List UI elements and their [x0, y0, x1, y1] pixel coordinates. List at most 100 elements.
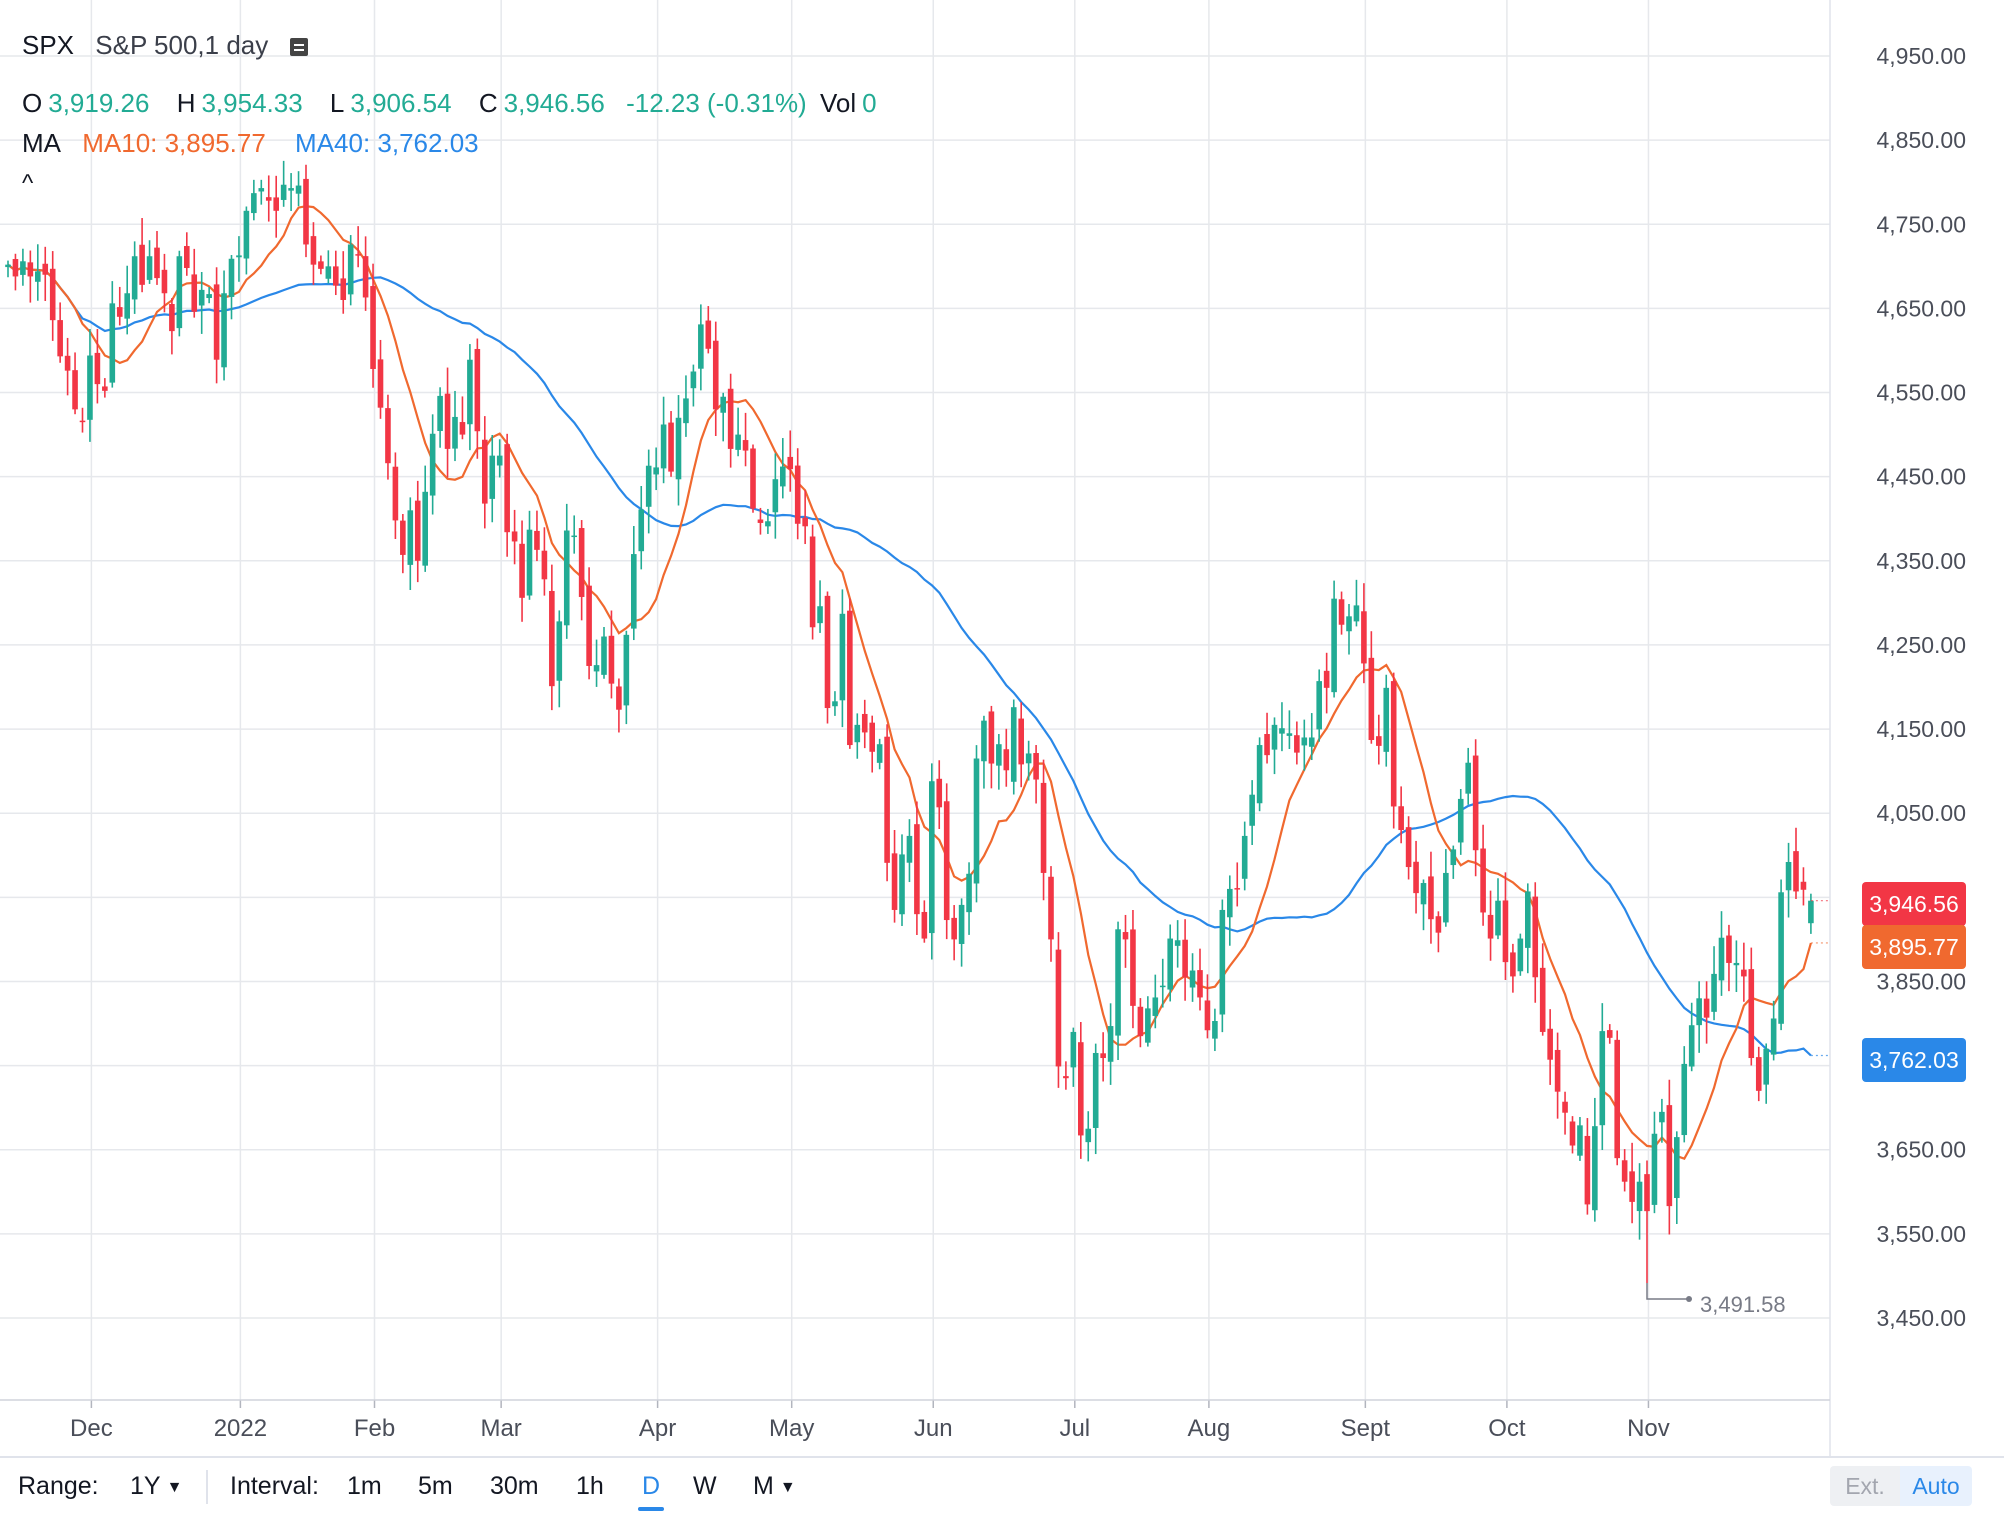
candle-body	[1264, 734, 1270, 756]
candle-body	[675, 417, 682, 480]
range-dropdown[interactable]: 1Y ▼	[130, 1472, 182, 1501]
chevron-down-icon: ▼	[166, 1479, 183, 1496]
candle-body	[333, 266, 339, 286]
candle-body	[444, 393, 451, 449]
candle-body	[213, 284, 220, 360]
interval-d[interactable]: D	[637, 1472, 665, 1511]
candle-body	[139, 244, 145, 285]
candle-body	[355, 254, 361, 256]
candle-body	[1517, 938, 1524, 972]
candle-body	[698, 324, 704, 369]
candle-body	[1726, 935, 1732, 963]
candle-body	[385, 408, 391, 464]
candle-body	[1137, 1006, 1144, 1037]
candle-body	[116, 307, 123, 317]
candle-body	[49, 268, 56, 321]
candle-body	[1376, 736, 1382, 746]
candle-body	[556, 621, 563, 681]
candle-body	[996, 744, 1002, 766]
candle-body	[1562, 1101, 1568, 1113]
candle-body	[817, 606, 823, 624]
candle-body	[1666, 1105, 1673, 1207]
candle-body	[1413, 861, 1419, 894]
candle-body	[563, 530, 570, 626]
collapse-legend-button[interactable]: ^	[22, 170, 34, 197]
candle-body	[534, 530, 540, 550]
low-marker-line	[1646, 1283, 1687, 1300]
ohlc-legend: O 3,919.26 H 3,954.33 L 3,906.54 C 3,946.56 …	[22, 88, 883, 119]
candle-body	[318, 261, 324, 269]
price-tick-label: 4,150.00	[1876, 716, 1966, 742]
candle-body	[549, 590, 555, 687]
interval-m: M	[753, 1472, 774, 1500]
interval-1m[interactable]: 1m	[347, 1472, 382, 1500]
candle-body	[1212, 1021, 1218, 1039]
price-tick-label: 4,050.00	[1876, 800, 1966, 826]
candle-body	[951, 917, 957, 940]
time-axis: Dec 2022 Feb Mar Apr May Jun Jul Aug Sept Oct Nov	[0, 1399, 1830, 1442]
extended-hours-toggle[interactable]: Ext.	[1830, 1466, 1900, 1506]
candle-body	[1793, 851, 1799, 892]
candle-body	[1659, 1111, 1665, 1123]
candle-body	[891, 853, 898, 910]
candle-body	[1040, 782, 1047, 873]
candle-body	[943, 801, 950, 921]
ma-label: MA	[22, 128, 61, 158]
high-label: H	[176, 88, 196, 118]
candle-body	[906, 835, 913, 863]
chevron-down-icon: ▼	[779, 1479, 796, 1496]
price-tick-label: 3,650.00	[1876, 1137, 1966, 1163]
candle-body	[1420, 883, 1427, 905]
price-chart[interactable]: Dec 2022 Feb Mar Apr May Jun Jul Aug Sept Oct Nov 4…	[0, 0, 2004, 1456]
candle-body	[1100, 1053, 1106, 1059]
last-price-tag: 3,946.56	[1862, 882, 1966, 926]
candle-body	[1577, 1125, 1583, 1156]
candle-body	[1033, 753, 1039, 780]
candle-body	[929, 781, 935, 934]
candle-body	[884, 736, 890, 863]
candle-body	[1636, 1181, 1643, 1212]
auto-scale-toggle[interactable]: Auto	[1900, 1466, 1972, 1506]
candle-body	[601, 636, 607, 675]
interval-w[interactable]: W	[693, 1472, 717, 1500]
candle-body	[1361, 611, 1367, 664]
candle-body	[1018, 718, 1024, 765]
candle-body	[1115, 929, 1121, 1036]
time-tick-label: Feb	[354, 1415, 395, 1442]
menu-icon[interactable]	[289, 38, 308, 56]
candle-body	[1785, 861, 1792, 891]
interval-m-dropdown[interactable]: M ▼	[753, 1472, 796, 1501]
candle-body	[899, 854, 905, 915]
candle-body	[1651, 1133, 1658, 1205]
candle-body	[1331, 598, 1337, 693]
candle-body	[593, 665, 600, 672]
candle-body	[1323, 670, 1330, 688]
close-value: 3,946.56	[503, 88, 605, 118]
interval-1h[interactable]: 1h	[576, 1472, 604, 1500]
candle-body	[1703, 998, 1710, 1018]
candle-body	[1428, 876, 1434, 920]
candle-body	[1003, 749, 1010, 771]
candle-body	[1338, 599, 1345, 625]
candle-body	[1063, 1076, 1069, 1079]
candle-body	[1122, 932, 1129, 940]
candle-body	[988, 711, 995, 764]
candle-body	[1398, 806, 1404, 831]
interval-5m[interactable]: 5m	[418, 1472, 453, 1500]
candle-body	[705, 320, 712, 349]
price-tick-label: 4,850.00	[1876, 127, 1966, 153]
interval-30m[interactable]: 30m	[490, 1472, 539, 1500]
candle-body	[422, 491, 428, 566]
candle-body	[161, 269, 168, 294]
candle-body	[1301, 737, 1308, 746]
candle-body	[1584, 1135, 1591, 1205]
candle-body	[869, 722, 875, 752]
candle-body	[370, 286, 376, 369]
price-tick-label: 4,550.00	[1876, 380, 1966, 406]
open-label: O	[22, 88, 43, 118]
ma40-price-tag: 3,762.03	[1862, 1038, 1966, 1082]
candle-body	[1532, 896, 1539, 978]
candle-body	[94, 352, 101, 385]
candle-body	[303, 178, 309, 245]
candle-body	[392, 466, 399, 521]
